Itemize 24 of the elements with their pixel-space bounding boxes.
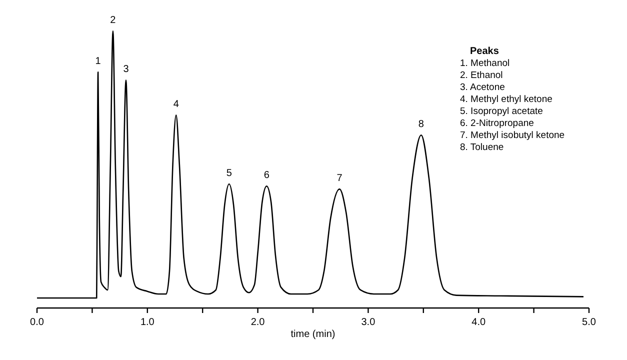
annotation: 8. Toluene [460, 142, 504, 153]
annotation: 6 [264, 170, 270, 182]
annotation: 6. 2-Nitropropane [460, 118, 534, 129]
annotation: 4 [173, 99, 180, 110]
x-tick-label: 1.0 [140, 317, 155, 328]
annotation: 7 [336, 173, 343, 184]
x-tick-label: 2.0 [250, 317, 266, 328]
x-tick-label: 4.0 [472, 317, 486, 328]
x-tick-label: 0.0 [30, 317, 44, 328]
x-axis-title: time (min) [290, 329, 336, 340]
annotation: 5 [226, 168, 232, 179]
annotation: 2 [110, 15, 116, 26]
annotation: 4. Methyl ethyl ketone [460, 94, 552, 105]
annotation: 1 [95, 56, 102, 68]
annotation: 3 [123, 64, 130, 76]
x-tick-label: 5.0 [582, 317, 596, 328]
annotation: 3. Acetone [460, 82, 505, 93]
annotation: 7. Methyl isobutyl ketone [460, 130, 565, 141]
annotation: 2. Ethanol [460, 70, 503, 81]
annotation: 5. Isopropyl acetate [460, 106, 543, 117]
annotation: 1. Methanol [460, 58, 510, 69]
annotation: Peaks [470, 46, 500, 57]
x-tick-label: 3.0 [361, 317, 376, 328]
annotation: 8 [418, 119, 424, 130]
